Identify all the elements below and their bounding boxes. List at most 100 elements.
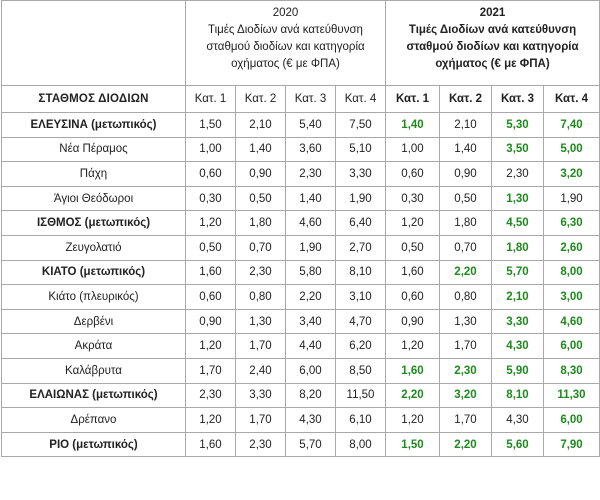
table-row: ΙΣΘΜΟΣ (μετωπικός) 1,20 1,80 4,60 6,40 1,20 1,… xyxy=(1,210,600,236)
price-2021-cat1: 1,60 xyxy=(385,357,440,384)
price-2021-cat2: 0,50 xyxy=(439,185,492,212)
price-2021-cat4: 7,40 xyxy=(542,112,600,138)
price-2020-cat1: 1,50 xyxy=(185,112,236,138)
station-name: ΕΛΑΙΩΝΑΣ (μετωπικός) xyxy=(1,382,186,409)
price-2021-cat3: 1,30 xyxy=(491,185,544,212)
price-2021-cat3: 5,90 xyxy=(491,357,544,384)
price-2021-cat4: 1,90 xyxy=(542,185,600,212)
price-2020-cat1: 1,60 xyxy=(185,259,236,286)
price-2021-cat2: 1,80 xyxy=(439,210,492,236)
price-2021-cat2: 2,30 xyxy=(439,357,492,384)
price-2020-cat2: 0,70 xyxy=(235,234,286,261)
price-2021-cat1: 1,20 xyxy=(385,407,440,433)
price-2020-cat4: 6,20 xyxy=(335,333,386,359)
price-2021-cat3: 5,30 xyxy=(491,112,544,138)
price-2020-cat3: 3,60 xyxy=(285,136,336,163)
year-header-row: 2020 Τιμές Διοδίων ανά κατεύθυνση σταθμο… xyxy=(1,0,600,86)
price-2021-cat1: 1,60 xyxy=(385,259,440,286)
price-2020-cat2: 1,70 xyxy=(235,333,286,359)
price-2020-cat2: 0,50 xyxy=(235,185,286,212)
price-2021-cat4: 3,20 xyxy=(542,161,600,187)
cat-header-2020-4: Κατ. 4 xyxy=(335,85,386,113)
station-name: Άγιοι Θεόδωροι xyxy=(1,185,186,212)
cat-header-2020-2: Κατ. 2 xyxy=(235,85,286,113)
price-2021-cat4: 3,00 xyxy=(542,284,600,310)
price-2020-cat2: 0,90 xyxy=(235,161,286,187)
toll-prices-table: 2020 Τιμές Διοδίων ανά κατεύθυνση σταθμο… xyxy=(1,0,600,458)
price-2021-cat4: 7,90 xyxy=(542,431,600,458)
price-2020-cat1: 1,20 xyxy=(185,210,236,236)
price-2020-cat3: 3,40 xyxy=(285,308,336,335)
price-2020-cat2: 1,30 xyxy=(235,308,286,335)
price-2021-cat2: 0,90 xyxy=(439,161,492,187)
table-row: Νέα Πέραμος 1,00 1,40 3,60 5,10 1,00 1,40 3,50 5… xyxy=(1,136,600,163)
price-2020-cat3: 4,60 xyxy=(285,210,336,236)
year-2020-description: Τιμές Διοδίων ανά κατεύθυνση σταθμού διο… xyxy=(206,24,365,70)
price-2021-cat4: 6,30 xyxy=(542,210,600,236)
price-2021-cat2: 1,40 xyxy=(439,136,492,163)
table-row: Ακράτα 1,20 1,70 4,40 6,20 1,20 1,70 4,30 6,00 xyxy=(1,333,600,359)
price-2021-cat2: 0,70 xyxy=(439,234,492,261)
price-2020-cat1: 1,00 xyxy=(185,136,236,163)
price-2021-cat1: 1,40 xyxy=(385,112,440,138)
category-header-row: ΣΤΑΘΜΟΣ ΔΙΟΔΙΩΝ Κατ. 1 Κατ. 2 Κατ. 3 Κατ… xyxy=(1,85,600,113)
price-2021-cat2: 1,30 xyxy=(439,308,492,335)
price-2021-cat2: 2,20 xyxy=(439,431,492,458)
table-row: ΕΛΑΙΩΝΑΣ (μετωπικός) 2,30 3,30 8,20 11,50 2,2… xyxy=(1,382,600,409)
price-2020-cat1: 0,50 xyxy=(185,234,236,261)
price-2020-cat4: 3,10 xyxy=(335,284,386,310)
cat-header-2020-3: Κατ. 3 xyxy=(285,85,336,113)
table-row: ΚΙΑΤΟ (μετωπικός) 1,60 2,30 5,80 8,10 1,60 2,2… xyxy=(1,259,600,286)
price-2021-cat3: 3,30 xyxy=(491,308,544,335)
price-2020-cat3: 1,40 xyxy=(285,185,336,212)
cat-header-2021-1: Κατ. 1 xyxy=(385,85,440,113)
price-2021-cat4: 6,00 xyxy=(542,407,600,433)
station-name: Πάχη xyxy=(1,161,186,187)
price-2020-cat1: 1,20 xyxy=(185,333,236,359)
price-2020-cat4: 4,70 xyxy=(335,308,386,335)
price-2020-cat1: 0,60 xyxy=(185,161,236,187)
price-2020-cat1: 1,70 xyxy=(185,357,236,384)
price-2021-cat2: 3,20 xyxy=(439,382,492,409)
price-2020-cat1: 0,30 xyxy=(185,185,236,212)
price-2020-cat4: 5,10 xyxy=(335,136,386,163)
price-2021-cat4: 5,00 xyxy=(542,136,600,163)
price-2020-cat3: 1,90 xyxy=(285,234,336,261)
price-2021-cat4: 4,60 xyxy=(542,308,600,335)
price-2020-cat2: 3,30 xyxy=(235,382,286,409)
table-row: ΡΙΟ (μετωπικός) 1,60 2,30 5,70 8,00 1,50 2,20 5… xyxy=(1,431,600,458)
price-2021-cat3: 4,30 xyxy=(491,333,544,359)
price-2020-cat4: 8,10 xyxy=(335,259,386,286)
header-2021: 2021 Τιμές Διοδίων ανά κατεύθυνση σταθμο… xyxy=(384,0,600,86)
price-2020-cat4: 1,90 xyxy=(335,185,386,212)
price-2020-cat3: 8,20 xyxy=(285,382,336,409)
year-2021-description: Τιμές Διοδίων ανά κατεύθυνση σταθμού διο… xyxy=(406,24,579,70)
price-2020-cat3: 2,20 xyxy=(285,284,336,310)
price-2020-cat3: 6,00 xyxy=(285,357,336,384)
cat-header-2021-2: Κατ. 2 xyxy=(439,85,492,113)
station-column-header: ΣΤΑΘΜΟΣ ΔΙΟΔΙΩΝ xyxy=(1,85,186,113)
price-2021-cat1: 1,20 xyxy=(385,210,440,236)
price-2020-cat4: 8,00 xyxy=(335,431,386,458)
station-name: Νέα Πέραμος xyxy=(1,136,186,163)
header-empty-cell xyxy=(1,0,186,86)
cat-header-2021-3: Κατ. 3 xyxy=(491,85,544,113)
price-2021-cat1: 0,30 xyxy=(385,185,440,212)
price-2021-cat2: 2,10 xyxy=(439,112,492,138)
price-2021-cat1: 0,60 xyxy=(385,161,440,187)
station-name: ΡΙΟ (μετωπικός) xyxy=(1,431,186,458)
cat-header-2021-4: Κατ. 4 xyxy=(542,85,600,113)
price-2020-cat2: 1,80 xyxy=(235,210,286,236)
price-2021-cat2: 1,70 xyxy=(439,333,492,359)
price-2021-cat3: 4,30 xyxy=(491,407,544,433)
station-name: Δρέπανο xyxy=(1,407,186,433)
station-name: ΚΙΑΤΟ (μετωπικός) xyxy=(1,259,186,286)
cat-header-2020-1: Κατ. 1 xyxy=(185,85,236,113)
table-row: Άγιοι Θεόδωροι 0,30 0,50 1,40 1,90 0,30 0,50 1,… xyxy=(1,185,600,212)
station-name: Κιάτο (πλευρικός) xyxy=(1,284,186,310)
price-2020-cat1: 1,20 xyxy=(185,407,236,433)
price-2020-cat1: 2,30 xyxy=(185,382,236,409)
price-2021-cat3: 1,80 xyxy=(491,234,544,261)
price-2020-cat2: 2,10 xyxy=(235,112,286,138)
table-row: Καλάβρυτα 1,70 2,40 6,00 8,50 1,60 2,30 5,90 8,3… xyxy=(1,357,600,384)
